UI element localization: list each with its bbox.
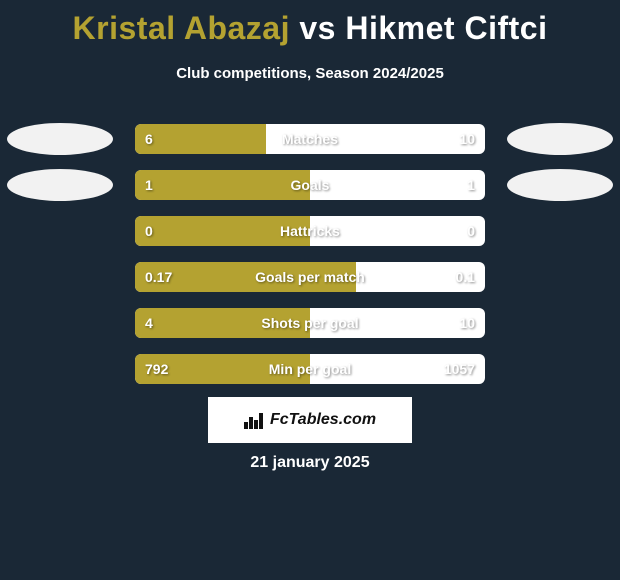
- oval-left: [7, 123, 113, 155]
- stat-row: 1 Goals 1: [0, 166, 620, 212]
- stat-bar: 792 Min per goal 1057: [135, 354, 485, 384]
- stat-value-right: 0: [467, 216, 475, 246]
- stat-bar: 0 Hattricks 0: [135, 216, 485, 246]
- stat-label: Goals per match: [135, 262, 485, 292]
- stat-label: Hattricks: [135, 216, 485, 246]
- brand-badge: FcTables.com: [208, 397, 412, 443]
- stat-row: 792 Min per goal 1057: [0, 350, 620, 396]
- vs-label: vs: [299, 10, 336, 46]
- stat-bar: 0.17 Goals per match 0.1: [135, 262, 485, 292]
- oval-right: [507, 169, 613, 201]
- stat-label: Goals: [135, 170, 485, 200]
- stat-row: 6 Matches 10: [0, 120, 620, 166]
- stat-value-right: 1: [467, 170, 475, 200]
- stat-bar: 4 Shots per goal 10: [135, 308, 485, 338]
- stat-bar: 1 Goals 1: [135, 170, 485, 200]
- stat-row: 0.17 Goals per match 0.1: [0, 258, 620, 304]
- stats-container: 6 Matches 10 1 Goals 1 0 Hattricks 0: [0, 120, 620, 396]
- date-label: 21 january 2025: [0, 454, 620, 472]
- stat-label: Shots per goal: [135, 308, 485, 338]
- oval-left: [7, 169, 113, 201]
- stat-row: 0 Hattricks 0: [0, 212, 620, 258]
- stat-value-right: 10: [459, 124, 475, 154]
- stat-row: 4 Shots per goal 10: [0, 304, 620, 350]
- subtitle: Club competitions, Season 2024/2025: [0, 65, 620, 82]
- player2-name: Hikmet Ciftci: [345, 10, 547, 46]
- oval-right: [507, 123, 613, 155]
- page-title: Kristal Abazaj vs Hikmet Ciftci: [0, 0, 620, 47]
- player1-name: Kristal Abazaj: [73, 10, 290, 46]
- stat-value-right: 1057: [444, 354, 475, 384]
- stat-label: Matches: [135, 124, 485, 154]
- brand-text: FcTables.com: [270, 411, 376, 429]
- stat-value-right: 0.1: [456, 262, 475, 292]
- stat-value-right: 10: [459, 308, 475, 338]
- stat-bar: 6 Matches 10: [135, 124, 485, 154]
- stat-label: Min per goal: [135, 354, 485, 384]
- bar-chart-icon: [244, 411, 264, 429]
